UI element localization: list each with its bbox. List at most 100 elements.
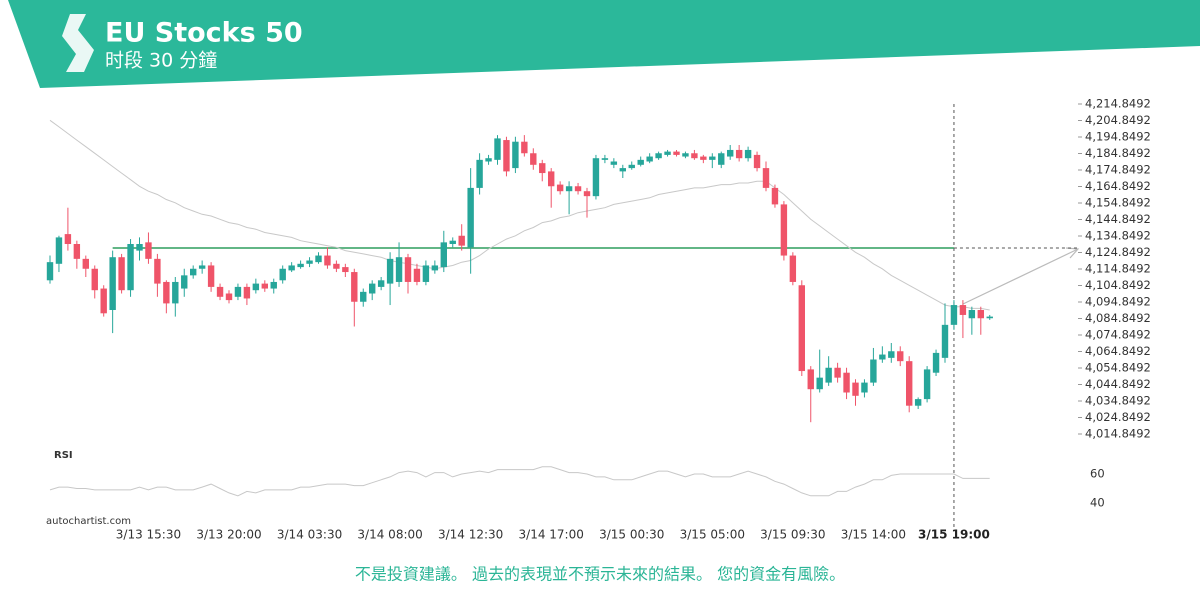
candle-body bbox=[503, 140, 510, 172]
x-tick-label: 3/15 00:30 bbox=[599, 528, 664, 542]
candle-body bbox=[718, 153, 725, 165]
candle-body bbox=[127, 244, 134, 291]
candle-body bbox=[968, 310, 976, 319]
candle-body bbox=[700, 156, 707, 160]
candle-body bbox=[351, 272, 358, 302]
candle-body bbox=[198, 265, 206, 269]
candle-body bbox=[369, 283, 376, 294]
candle-body bbox=[118, 257, 125, 291]
candle-body bbox=[673, 151, 680, 155]
candle-body bbox=[55, 237, 63, 264]
candle-body bbox=[870, 359, 877, 383]
rsi-label: RSI bbox=[54, 450, 73, 461]
header-banner bbox=[8, 0, 1200, 88]
candle-body bbox=[145, 242, 152, 259]
candle-body bbox=[252, 283, 260, 291]
source: autochartist.com bbox=[46, 516, 131, 527]
candle-body bbox=[324, 255, 331, 266]
candle-body bbox=[261, 283, 268, 289]
x-tick-label: 3/14 12:30 bbox=[438, 528, 503, 542]
candle-body bbox=[109, 257, 116, 311]
candle-body bbox=[610, 161, 618, 165]
y-tick-label: 4,154.8492 bbox=[1085, 196, 1151, 210]
candle-body bbox=[333, 263, 340, 269]
candle-body bbox=[431, 265, 439, 271]
candle-body bbox=[565, 186, 573, 192]
candle-body bbox=[494, 138, 501, 160]
y-tick-label: 4,094.8492 bbox=[1085, 295, 1151, 309]
x-tick-label: 3/14 17:00 bbox=[519, 528, 584, 542]
y-tick-label: 4,164.8492 bbox=[1085, 179, 1151, 193]
candle-body bbox=[342, 267, 349, 273]
disclaimer: 不是投資建議。 過去的表現並不預示未來的結果。 您的資金有風險。 bbox=[355, 565, 845, 584]
x-tick-label: 3/14 08:00 bbox=[357, 528, 422, 542]
candle-body bbox=[73, 244, 81, 259]
y-tick-label: 4,124.8492 bbox=[1085, 245, 1151, 259]
y-tick-label: 4,104.8492 bbox=[1085, 278, 1151, 292]
x-tick-label: 3/13 15:30 bbox=[116, 528, 181, 542]
candle-body bbox=[315, 255, 322, 263]
candle-body bbox=[91, 268, 98, 291]
candle-body bbox=[986, 316, 993, 319]
moving-average bbox=[49, 119, 990, 311]
candle-body bbox=[279, 268, 286, 281]
y-tick-label: 4,114.8492 bbox=[1085, 262, 1151, 276]
candle-body bbox=[46, 262, 54, 281]
subtitle: 时段 30 分鐘 bbox=[105, 50, 217, 72]
candle-body bbox=[413, 268, 421, 282]
candle-body bbox=[843, 372, 850, 393]
title: EU Stocks 50 bbox=[105, 18, 303, 49]
candle-body bbox=[136, 244, 143, 251]
candle-body bbox=[476, 159, 483, 188]
candle-body bbox=[816, 377, 823, 390]
x-tick-label: 3/15 05:00 bbox=[680, 528, 745, 542]
candle-body bbox=[556, 184, 564, 192]
candle-body bbox=[485, 158, 492, 162]
candle-body bbox=[207, 265, 215, 287]
candle-body bbox=[172, 281, 179, 304]
y-tick-label: 4,074.8492 bbox=[1085, 328, 1151, 342]
x-tick-label: 3/15 09:30 bbox=[760, 528, 825, 542]
y-tick-label: 4,194.8492 bbox=[1085, 130, 1151, 144]
candle-body bbox=[270, 281, 277, 289]
candle-body bbox=[377, 280, 385, 287]
candle-body bbox=[923, 369, 931, 400]
candle-body bbox=[619, 168, 626, 172]
candle-body bbox=[628, 164, 635, 169]
candle-body bbox=[646, 156, 653, 162]
candle-body bbox=[879, 354, 886, 360]
candle-body bbox=[539, 163, 546, 174]
candle-body bbox=[798, 285, 805, 372]
candle-body bbox=[771, 187, 779, 205]
candle-body bbox=[709, 156, 716, 160]
candle-body bbox=[100, 288, 107, 314]
candle-body bbox=[959, 305, 967, 315]
rsi-tick-label: 60 bbox=[1090, 467, 1105, 481]
candle-body bbox=[664, 151, 671, 155]
y-tick-label: 4,174.8492 bbox=[1085, 163, 1151, 177]
candle-body bbox=[449, 240, 456, 245]
candle-body bbox=[789, 255, 797, 282]
candle-body bbox=[521, 141, 528, 154]
candle-body bbox=[727, 149, 734, 157]
candle-body bbox=[234, 286, 242, 297]
candle-body bbox=[530, 153, 537, 165]
candle-body bbox=[190, 268, 197, 276]
candle-body bbox=[592, 158, 600, 197]
y-tick-label: 4,014.8492 bbox=[1085, 427, 1151, 441]
y-tick-label: 4,044.8492 bbox=[1085, 377, 1151, 391]
y-tick-label: 4,214.8492 bbox=[1085, 97, 1151, 111]
y-tick-label: 4,024.8492 bbox=[1085, 410, 1151, 424]
candle-body bbox=[807, 369, 814, 390]
candle-body bbox=[458, 235, 465, 246]
candle-body bbox=[583, 191, 591, 197]
y-tick-label: 4,084.8492 bbox=[1085, 311, 1151, 325]
candle-body bbox=[977, 310, 984, 319]
candle-body bbox=[512, 141, 519, 169]
y-tick-label: 4,064.8492 bbox=[1085, 344, 1151, 358]
candle-body bbox=[825, 367, 832, 383]
candle-body bbox=[395, 257, 403, 282]
rsi-tick-label: 40 bbox=[1090, 496, 1105, 510]
candle-body bbox=[888, 351, 895, 358]
